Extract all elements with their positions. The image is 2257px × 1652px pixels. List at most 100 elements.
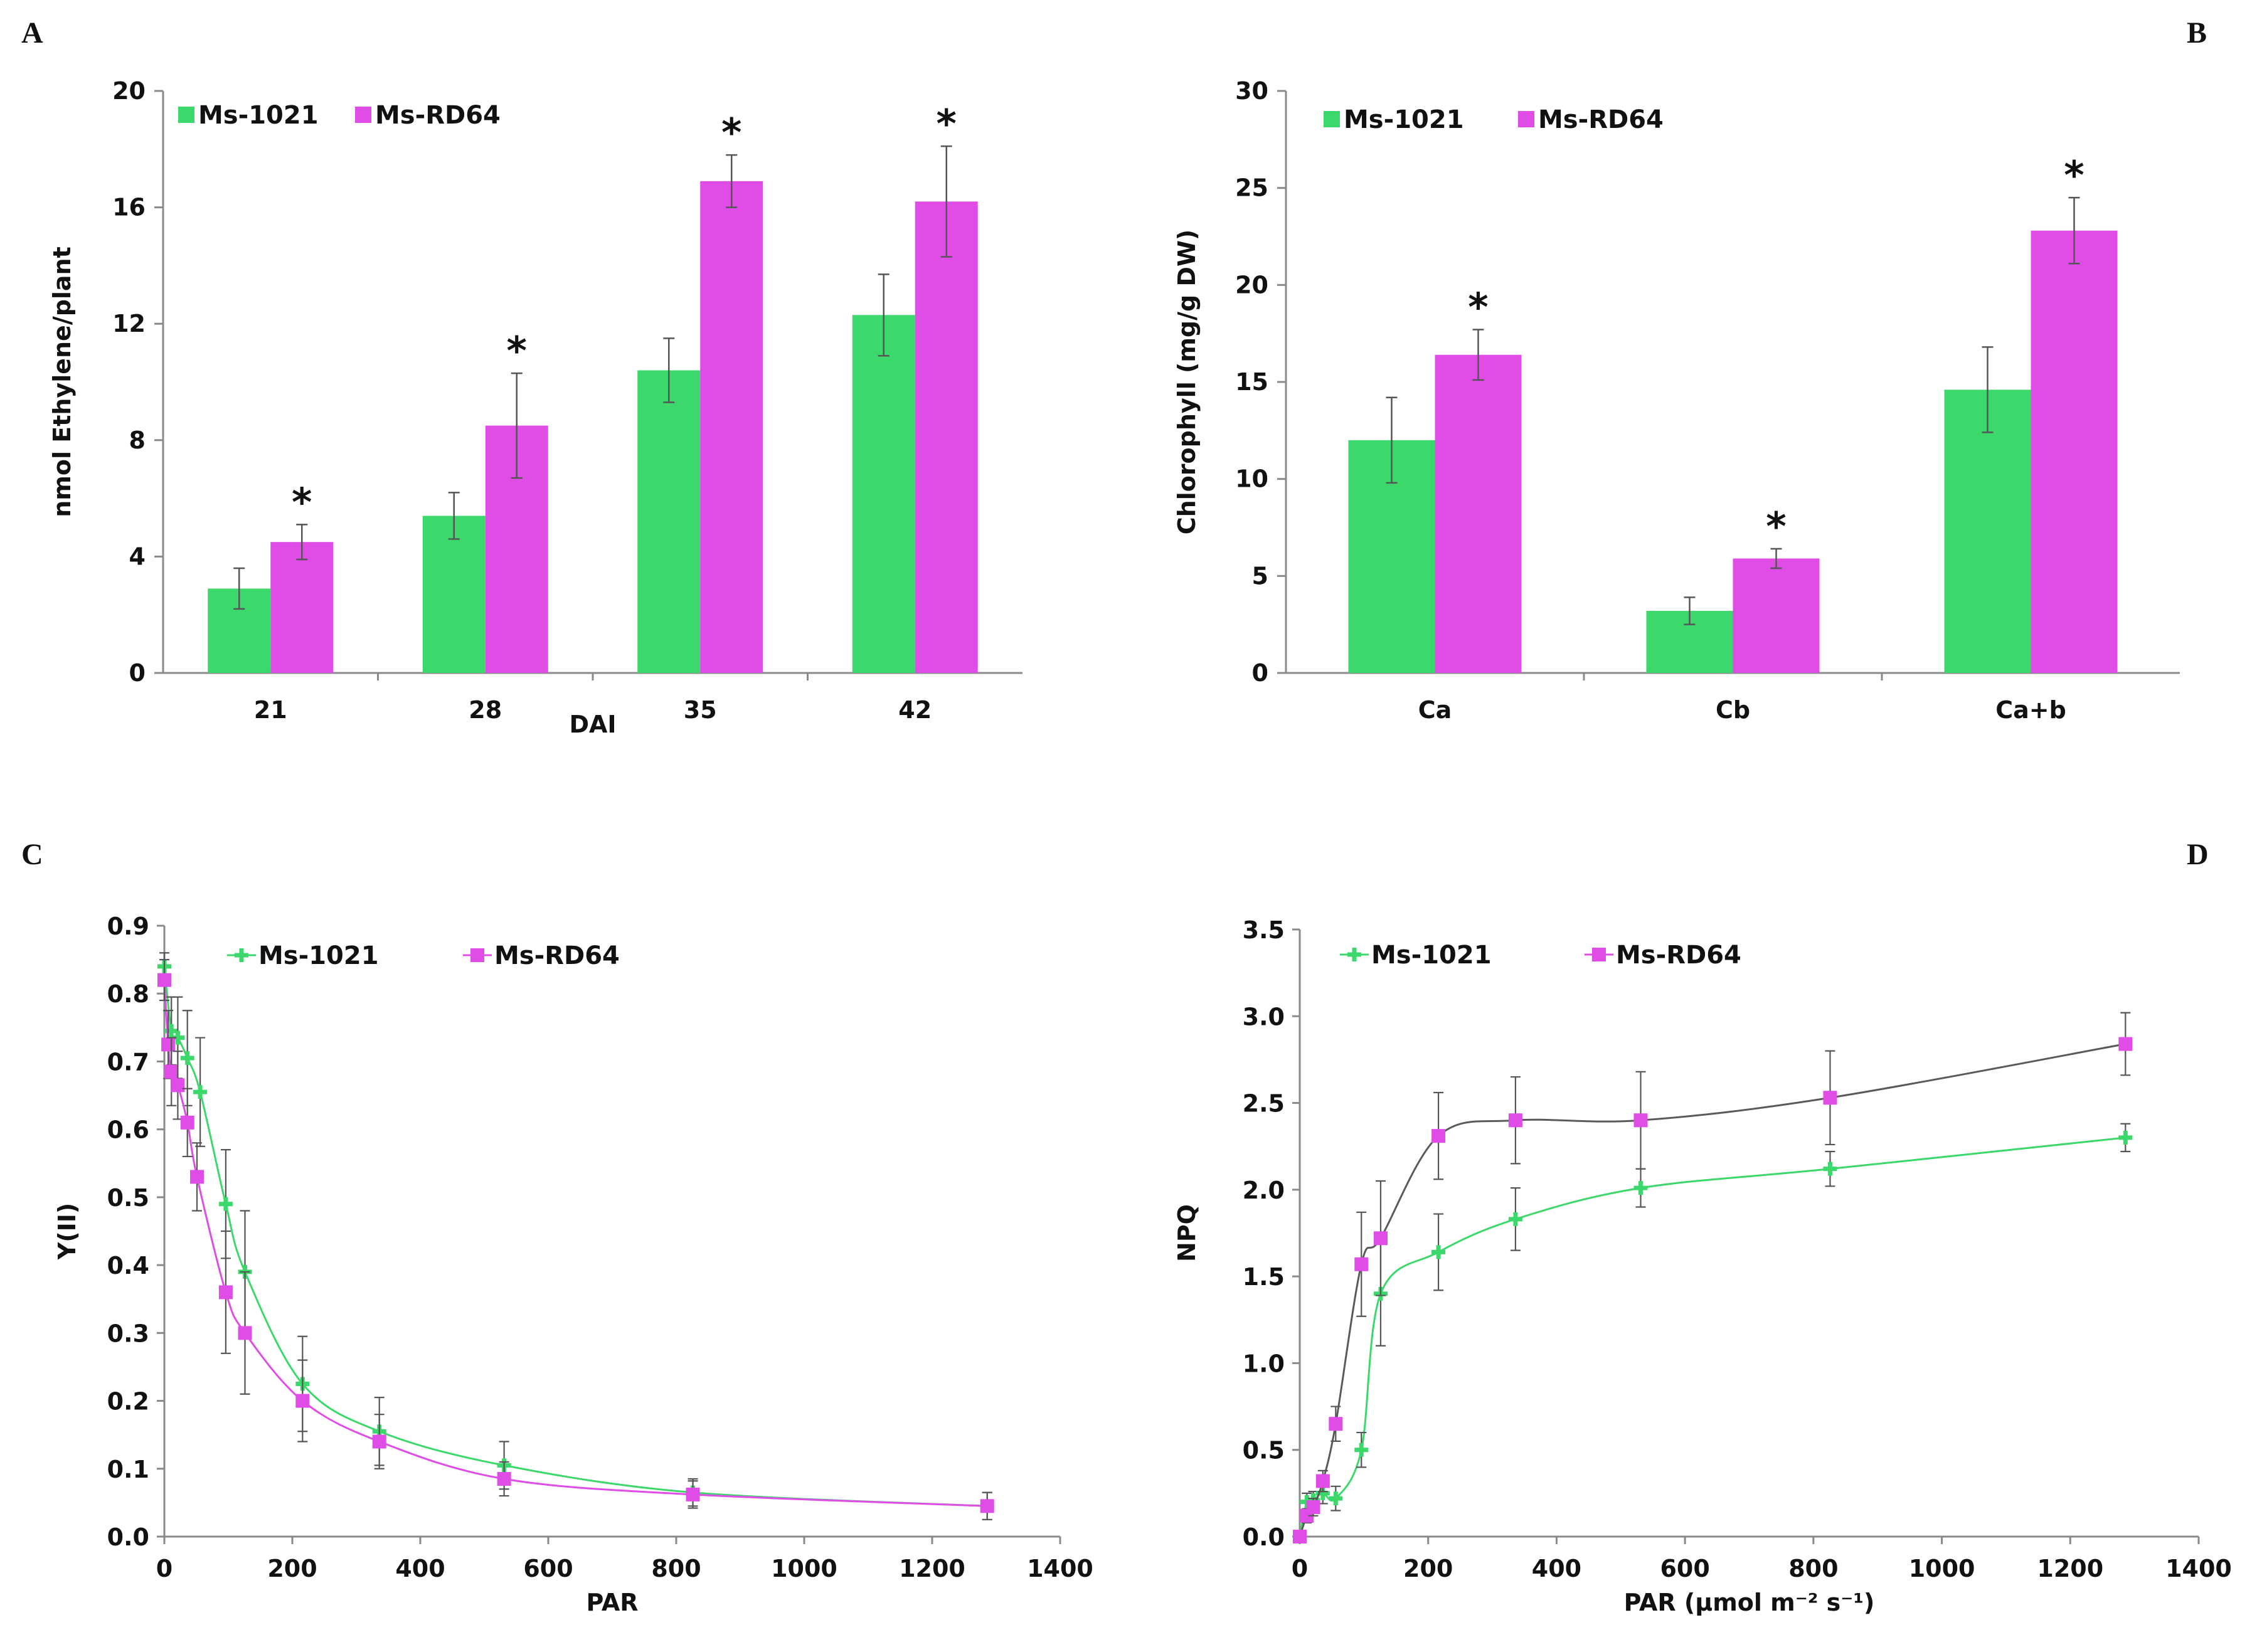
y-tick-label-20: 20 — [112, 77, 146, 105]
error-bar-ms-1021-ca — [1386, 396, 1398, 484]
significance-star-42: * — [937, 101, 957, 147]
bar-ms-1021-ca-b — [1944, 389, 2031, 673]
legend-marker-ms-rd64 — [470, 948, 484, 962]
error-bar-ms-rd64-28 — [511, 372, 523, 479]
data-point-ms-rd64 — [218, 1285, 233, 1300]
panel-label-d: D — [2187, 838, 2209, 871]
data-point-ms-rd64 — [180, 1115, 194, 1130]
legend-label-ms-rd64: Ms-RD64 — [1616, 941, 1741, 970]
y-tick-label-1-5: 1.5 — [1243, 1263, 1285, 1291]
legend-swatch-ms-rd64 — [355, 107, 371, 123]
bar-ms-1021-35 — [637, 370, 701, 673]
legend: Ms-1021 Ms-RD64 — [1324, 105, 1664, 134]
series-line-ms-1021 — [163, 966, 987, 1507]
legend-swatch-ms-rd64 — [1518, 111, 1534, 127]
legend: Ms-1021 Ms-RD64 — [1340, 941, 1741, 970]
x-tick-label-21: 21 — [254, 696, 287, 724]
data-point-ms-rd64 — [1633, 1113, 1648, 1128]
x-tick-label-200: 200 — [267, 1555, 317, 1582]
y-axis-label: Chlorophyll (mg/g DW) — [1173, 230, 1201, 535]
data-point-ms-1021 — [1354, 1443, 1369, 1457]
bar-ms-rd64-21 — [270, 542, 334, 673]
bar-ms-rd64-42 — [915, 201, 978, 673]
x-tick-label-1200: 1200 — [2037, 1555, 2103, 1582]
y-tick-label-0-5: 0.5 — [107, 1184, 149, 1212]
significance-star-ca-b: * — [2064, 152, 2084, 198]
bar-ms-1021-28 — [422, 516, 486, 673]
x-tick-label-ca-b: Ca+b — [1995, 696, 2066, 724]
data-point-ms-rd64 — [1329, 1417, 1343, 1431]
data-point-ms-1021 — [218, 1197, 233, 1211]
y-tick-label-0-1: 0.1 — [107, 1456, 149, 1483]
legend: Ms-1021 Ms-RD64 — [227, 941, 620, 970]
bar-ms-rd64-35 — [700, 181, 763, 674]
x-tick-label-cb: Cb — [1716, 696, 1750, 724]
legend-marker-ms-1021 — [235, 948, 248, 962]
x-axis-label: PAR (µmol m⁻² s⁻¹) — [1624, 1589, 1875, 1616]
legend-label-ms-rd64: Ms-RD64 — [375, 101, 501, 130]
error-bar-ms-rd64-42 — [940, 145, 952, 258]
y-tick-label-10: 10 — [1235, 465, 1268, 493]
y-axis-label: NPQ — [1173, 1204, 1201, 1262]
y-tick-label-0-0: 0.0 — [1243, 1523, 1285, 1551]
x-tick-label-600: 600 — [1660, 1555, 1709, 1582]
x-tick-label-0: 0 — [1292, 1555, 1308, 1582]
legend-label-ms-1021: Ms-1021 — [1371, 941, 1492, 970]
y-tick-label-0-7: 0.7 — [107, 1048, 149, 1076]
x-tick-label-1400: 1400 — [2165, 1555, 2232, 1582]
panel-label-b: B — [2187, 16, 2207, 50]
y-tick-label-5: 5 — [1252, 562, 1268, 590]
y-tick-label-2-5: 2.5 — [1243, 1090, 1285, 1118]
legend-label-ms-1021: Ms-1021 — [1344, 105, 1464, 134]
data-point-ms-1021 — [1431, 1245, 1446, 1259]
panel-label-a: A — [21, 16, 43, 50]
data-point-ms-rd64 — [238, 1326, 252, 1340]
legend-marker-ms-1021 — [1347, 948, 1361, 961]
data-point-ms-rd64 — [295, 1394, 310, 1408]
chart-a-ethylene: 0 4 8 12 16 20 21 * 28 * 35 * 42 * DAI nmol Ethylene/pl… — [48, 77, 1022, 738]
data-point-ms-1021 — [193, 1085, 208, 1099]
legend-label-ms-rd64: Ms-RD64 — [1538, 105, 1664, 134]
significance-star-28: * — [507, 328, 527, 374]
panel-label-c: C — [21, 838, 43, 871]
series-ms-1021 — [1293, 1123, 2133, 1543]
error-bar-ms-rd64-35 — [726, 154, 738, 208]
y-tick-label-12: 12 — [112, 310, 146, 337]
series-ms-rd64 — [157, 959, 994, 1521]
data-point-ms-rd64 — [161, 1037, 176, 1052]
y-tick-label-30: 30 — [1235, 77, 1268, 105]
series-line-ms-1021 — [1298, 1136, 2126, 1537]
error-bar-ms-1021-ca-b — [1982, 346, 1994, 433]
bar-ms-rd64-ca — [1435, 354, 1522, 673]
data-point-ms-rd64 — [2118, 1037, 2133, 1051]
significance-star-21: * — [292, 479, 312, 525]
legend-label-ms-1021: Ms-1021 — [258, 941, 379, 970]
bar-ms-1021-42 — [852, 315, 915, 673]
significance-star-ca: * — [1468, 284, 1488, 330]
chart-c-yii: 0.0 0.1 0.2 0.3 0.4 0.5 0.6 0.7 0.8 0.9 0 200 400 600… — [53, 913, 1093, 1616]
error-bar-ms-1021-28 — [448, 492, 460, 540]
data-point-ms-1021 — [180, 1051, 194, 1066]
error-bar-ms-1021-21 — [233, 567, 245, 610]
legend-swatch-ms-1021 — [1324, 111, 1340, 127]
legend-swatch-ms-1021 — [178, 107, 194, 123]
x-tick-label-600: 600 — [523, 1555, 573, 1582]
y-tick-label-0-3: 0.3 — [107, 1320, 149, 1347]
bar-ms-rd64-cb — [1733, 558, 1820, 673]
data-point-ms-rd64 — [980, 1499, 994, 1513]
significance-star-35: * — [721, 110, 741, 156]
x-tick-label-400: 400 — [1532, 1555, 1581, 1582]
y-axis-label: nmol Ethylene/plant — [48, 246, 76, 517]
legend: Ms-1021 Ms-RD64 — [178, 101, 501, 130]
data-point-ms-1021 — [2118, 1130, 2133, 1145]
data-point-ms-rd64 — [497, 1472, 511, 1486]
y-tick-label-2-0: 2.0 — [1243, 1177, 1285, 1204]
y-tick-label-0-9: 0.9 — [107, 913, 149, 940]
error-bar-ms-rd64-21 — [296, 524, 308, 561]
x-tick-label-800: 800 — [651, 1555, 701, 1582]
x-tick-label-800: 800 — [1788, 1555, 1838, 1582]
x-tick-label-ca: Ca — [1418, 696, 1452, 724]
x-tick-label-1200: 1200 — [899, 1555, 965, 1582]
chart-d-npq: 0.0 0.5 1.0 1.5 2.0 2.5 3.0 3.5 0 200 400 600 800 100… — [1173, 916, 2232, 1616]
y-tick-label-16: 16 — [112, 194, 146, 221]
